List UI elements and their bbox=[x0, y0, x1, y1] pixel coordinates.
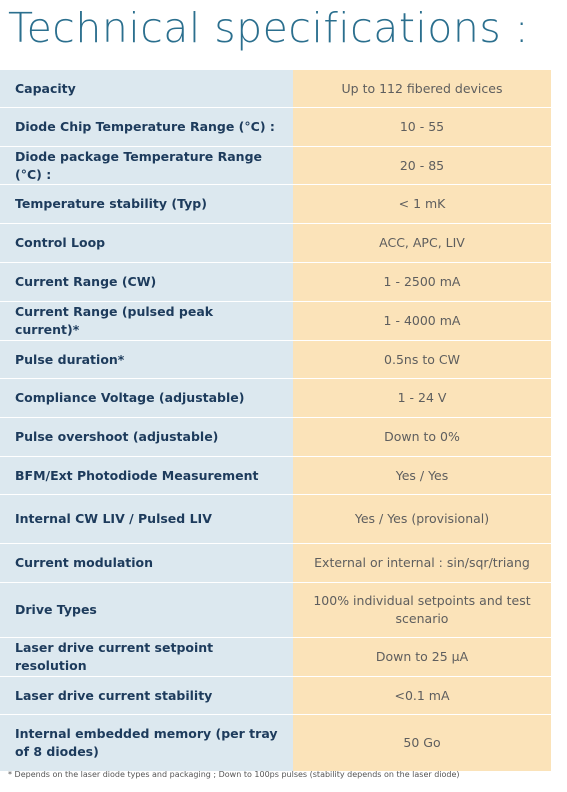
spec-label: Current Range (CW) bbox=[0, 263, 293, 301]
spec-row: Laser drive current setpoint resolution D… bbox=[0, 638, 551, 676]
spec-row: Laser drive current stability <0.1 mA bbox=[0, 677, 551, 714]
spec-value: External or internal : sin/sqr/triang bbox=[293, 544, 551, 582]
footnote: * Depends on the laser diode types and p… bbox=[8, 770, 460, 779]
spec-label: Pulse overshoot (adjustable) bbox=[0, 418, 293, 456]
spec-value: 1 - 4000 mA bbox=[293, 302, 551, 340]
spec-value: ACC, APC, LIV bbox=[293, 224, 551, 262]
spec-value: 100% individual setpoints and test scena… bbox=[293, 583, 551, 637]
spec-row: Current Range (pulsed peak current)* 1 - … bbox=[0, 302, 551, 340]
spec-row: Capacity Up to 112 fibered devices bbox=[0, 70, 551, 107]
spec-value: Up to 112 fibered devices bbox=[293, 70, 551, 107]
spec-label: Laser drive current stability bbox=[0, 677, 293, 714]
spec-row: Drive Types 100% individual setpoints and… bbox=[0, 583, 551, 637]
spec-label: Drive Types bbox=[0, 583, 293, 637]
spec-value: 10 - 55 bbox=[293, 108, 551, 146]
spec-value: Yes / Yes bbox=[293, 457, 551, 494]
spec-label: Laser drive current setpoint resolution bbox=[0, 638, 293, 676]
spec-row: Pulse duration* 0.5ns to CW bbox=[0, 341, 551, 378]
spec-label: Pulse duration* bbox=[0, 341, 293, 378]
spec-value: Down to 0% bbox=[293, 418, 551, 456]
spec-row: Control Loop ACC, APC, LIV bbox=[0, 224, 551, 262]
title: Technical specifications : bbox=[8, 4, 530, 52]
spec-row: Current modulation External or internal :… bbox=[0, 544, 551, 582]
spec-row: Diode Chip Temperature Range (°C) :10 - … bbox=[0, 108, 551, 146]
spec-value: 50 Go bbox=[293, 715, 551, 771]
spec-label: Internal embedded memory (per tray of 8 … bbox=[0, 715, 293, 771]
spec-row: Temperature stability (Typ) < 1 mK bbox=[0, 185, 551, 223]
spec-label: BFM/Ext Photodiode Measurement bbox=[0, 457, 293, 494]
spec-value: < 1 mK bbox=[293, 185, 551, 223]
spec-label: Diode Chip Temperature Range (°C) : bbox=[0, 108, 293, 146]
spec-value: 0.5ns to CW bbox=[293, 341, 551, 378]
spec-label: Current Range (pulsed peak current)* bbox=[0, 302, 293, 340]
spec-label: Control Loop bbox=[0, 224, 293, 262]
spec-label: Temperature stability (Typ) bbox=[0, 185, 293, 223]
spec-row: Internal embedded memory (per tray of 8 … bbox=[0, 715, 551, 771]
spec-label: Compliance Voltage (adjustable) bbox=[0, 379, 293, 417]
spec-row: Internal CW LIV / Pulsed LIV Yes / Yes (p… bbox=[0, 495, 551, 543]
spec-row: Diode package Temperature Range (°C) :20… bbox=[0, 147, 551, 184]
spec-value: 20 - 85 bbox=[293, 147, 551, 184]
spec-label: Diode package Temperature Range (°C) : bbox=[0, 147, 293, 184]
spec-value: <0.1 mA bbox=[293, 677, 551, 714]
spec-value: 1 - 2500 mA bbox=[293, 263, 551, 301]
spec-label: Current modulation bbox=[0, 544, 293, 582]
spec-row: Current Range (CW) 1 - 2500 mA bbox=[0, 263, 551, 301]
spec-value: Yes / Yes (provisional) bbox=[293, 495, 551, 543]
spec-row: BFM/Ext Photodiode Measurement Yes / Yes bbox=[0, 457, 551, 494]
spec-row: Compliance Voltage (adjustable) 1 - 24 V bbox=[0, 379, 551, 417]
spec-label: Internal CW LIV / Pulsed LIV bbox=[0, 495, 293, 543]
spec-value: 1 - 24 V bbox=[293, 379, 551, 417]
spec-label: Capacity bbox=[0, 70, 293, 107]
spec-row: Pulse overshoot (adjustable) Down to 0% bbox=[0, 418, 551, 456]
spec-value: Down to 25 µA bbox=[293, 638, 551, 676]
